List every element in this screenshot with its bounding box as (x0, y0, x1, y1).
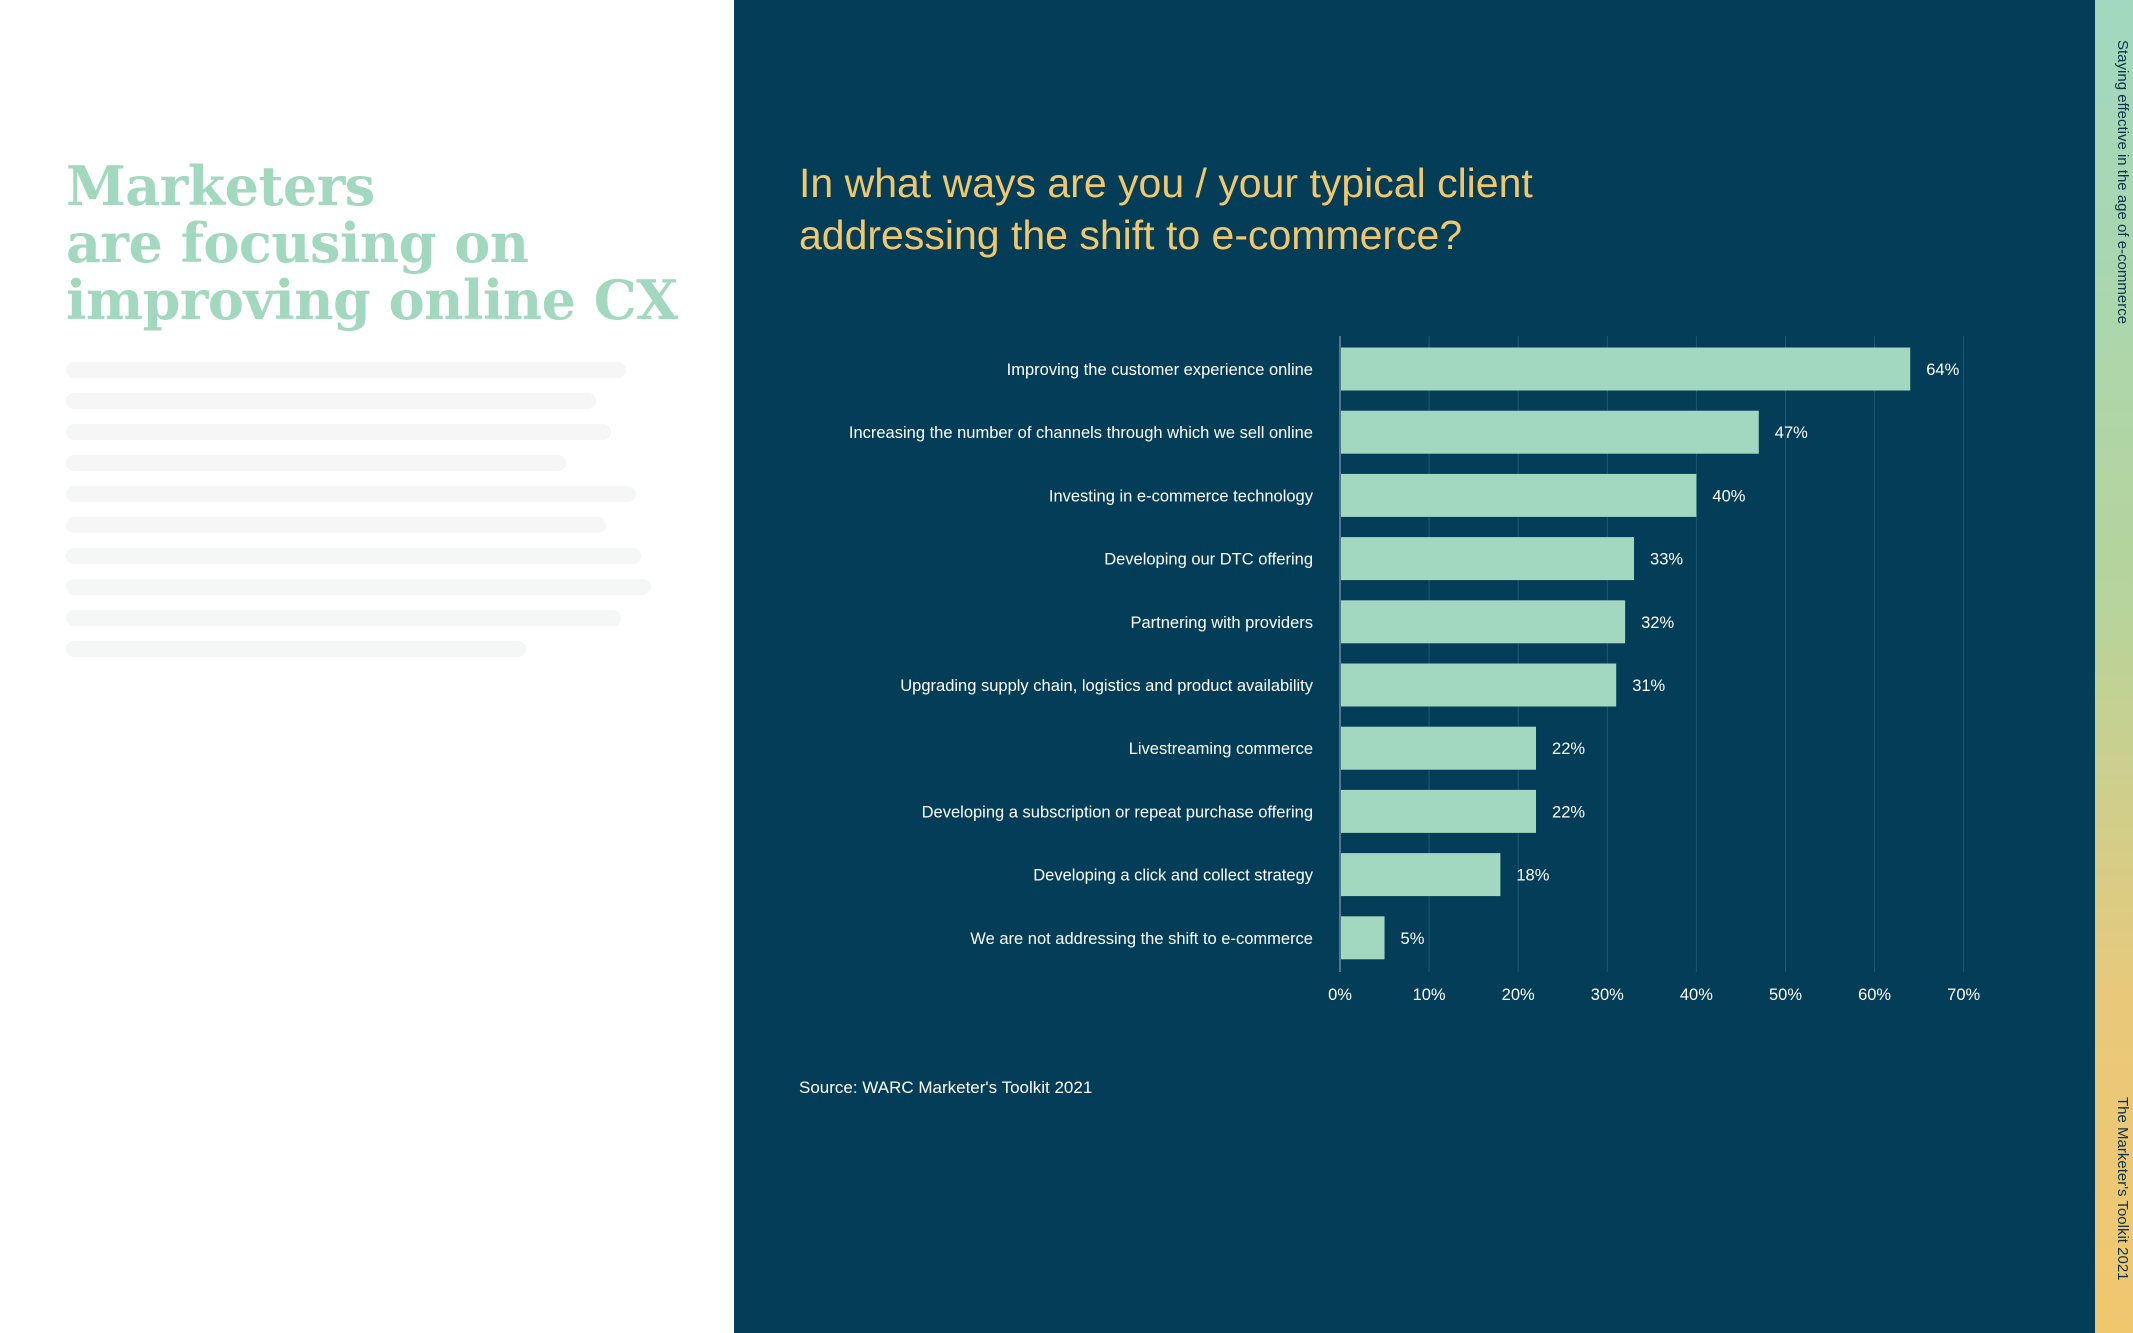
side-strip: Staying effective in the age of e-commer… (2095, 0, 2133, 1333)
data-label: 18% (1516, 867, 1549, 885)
faded-text-line (66, 455, 566, 471)
faded-text-line (66, 517, 606, 533)
question-line-1: In what ways are you / your typical clie… (799, 160, 1533, 206)
bar (1341, 537, 1635, 581)
bar (1341, 410, 1759, 454)
category-label: Developing our DTC offering (1104, 551, 1313, 569)
bar (1341, 347, 1911, 391)
data-label: 47% (1775, 424, 1808, 442)
data-label: 22% (1552, 740, 1585, 758)
data-label: 31% (1632, 677, 1665, 695)
side-strip-section-label: Staying effective in the age of e-commer… (2114, 40, 2131, 325)
bar-chart: Improving the customer experience online… (849, 336, 1981, 1004)
x-tick-label: 30% (1591, 986, 1624, 1004)
category-label: Partnering with providers (1131, 614, 1314, 632)
data-label: 64% (1926, 361, 1959, 379)
category-label: We are not addressing the shift to e-com… (970, 930, 1313, 948)
faded-text-line (66, 424, 611, 440)
bar (1341, 473, 1697, 517)
left-panel: Marketers are focusing on improving onli… (0, 0, 734, 1333)
side-strip-publication-label: The Marketer's Toolkit 2021 (2114, 1097, 2131, 1281)
faded-text-line (66, 579, 651, 595)
faded-text-line (66, 486, 636, 502)
category-label: Investing in e-commerce technology (1049, 487, 1314, 505)
category-label: Increasing the number of channels throug… (849, 424, 1313, 442)
bar (1341, 726, 1537, 770)
category-label: Developing a subscription or repeat purc… (922, 803, 1313, 821)
x-tick-label: 20% (1502, 986, 1535, 1004)
category-label: Livestreaming commerce (1129, 740, 1313, 758)
category-label: Upgrading supply chain, logistics and pr… (900, 677, 1313, 695)
data-label: 33% (1650, 551, 1683, 569)
x-tick-label: 70% (1947, 986, 1980, 1004)
x-tick-label: 50% (1769, 986, 1802, 1004)
x-tick-label: 40% (1680, 986, 1713, 1004)
faded-text-line (66, 641, 526, 657)
data-label: 22% (1552, 803, 1585, 821)
x-tick-label: 0% (1328, 986, 1352, 1004)
faded-text-line (66, 362, 626, 378)
headline-line-3: improving online CX (66, 268, 678, 332)
headline-line-2: are focusing on (66, 211, 529, 275)
bar (1341, 916, 1385, 960)
page-headline: Marketers are focusing on improving onli… (66, 158, 678, 329)
question-line-2: addressing the shift to e-commerce? (799, 212, 1463, 258)
bar (1341, 853, 1501, 897)
bar (1341, 789, 1537, 833)
x-tick-label: 60% (1858, 986, 1891, 1004)
source-note: Source: WARC Marketer's Toolkit 2021 (799, 1078, 1093, 1097)
category-label: Developing a click and collect strategy (1033, 867, 1313, 885)
data-label: 32% (1641, 614, 1674, 632)
headline-line-1: Marketers (66, 154, 375, 218)
faded-text-line (66, 548, 641, 564)
faded-text-line (66, 393, 596, 409)
data-label: 40% (1712, 487, 1745, 505)
bar (1341, 663, 1617, 707)
bar (1341, 600, 1626, 644)
category-label: Improving the customer experience online (1007, 361, 1313, 379)
x-tick-label: 10% (1413, 986, 1446, 1004)
faded-body-text (66, 362, 656, 672)
data-label: 5% (1401, 930, 1425, 948)
faded-text-line (66, 610, 621, 626)
chart-question: In what ways are you / your typical clie… (799, 157, 1533, 261)
